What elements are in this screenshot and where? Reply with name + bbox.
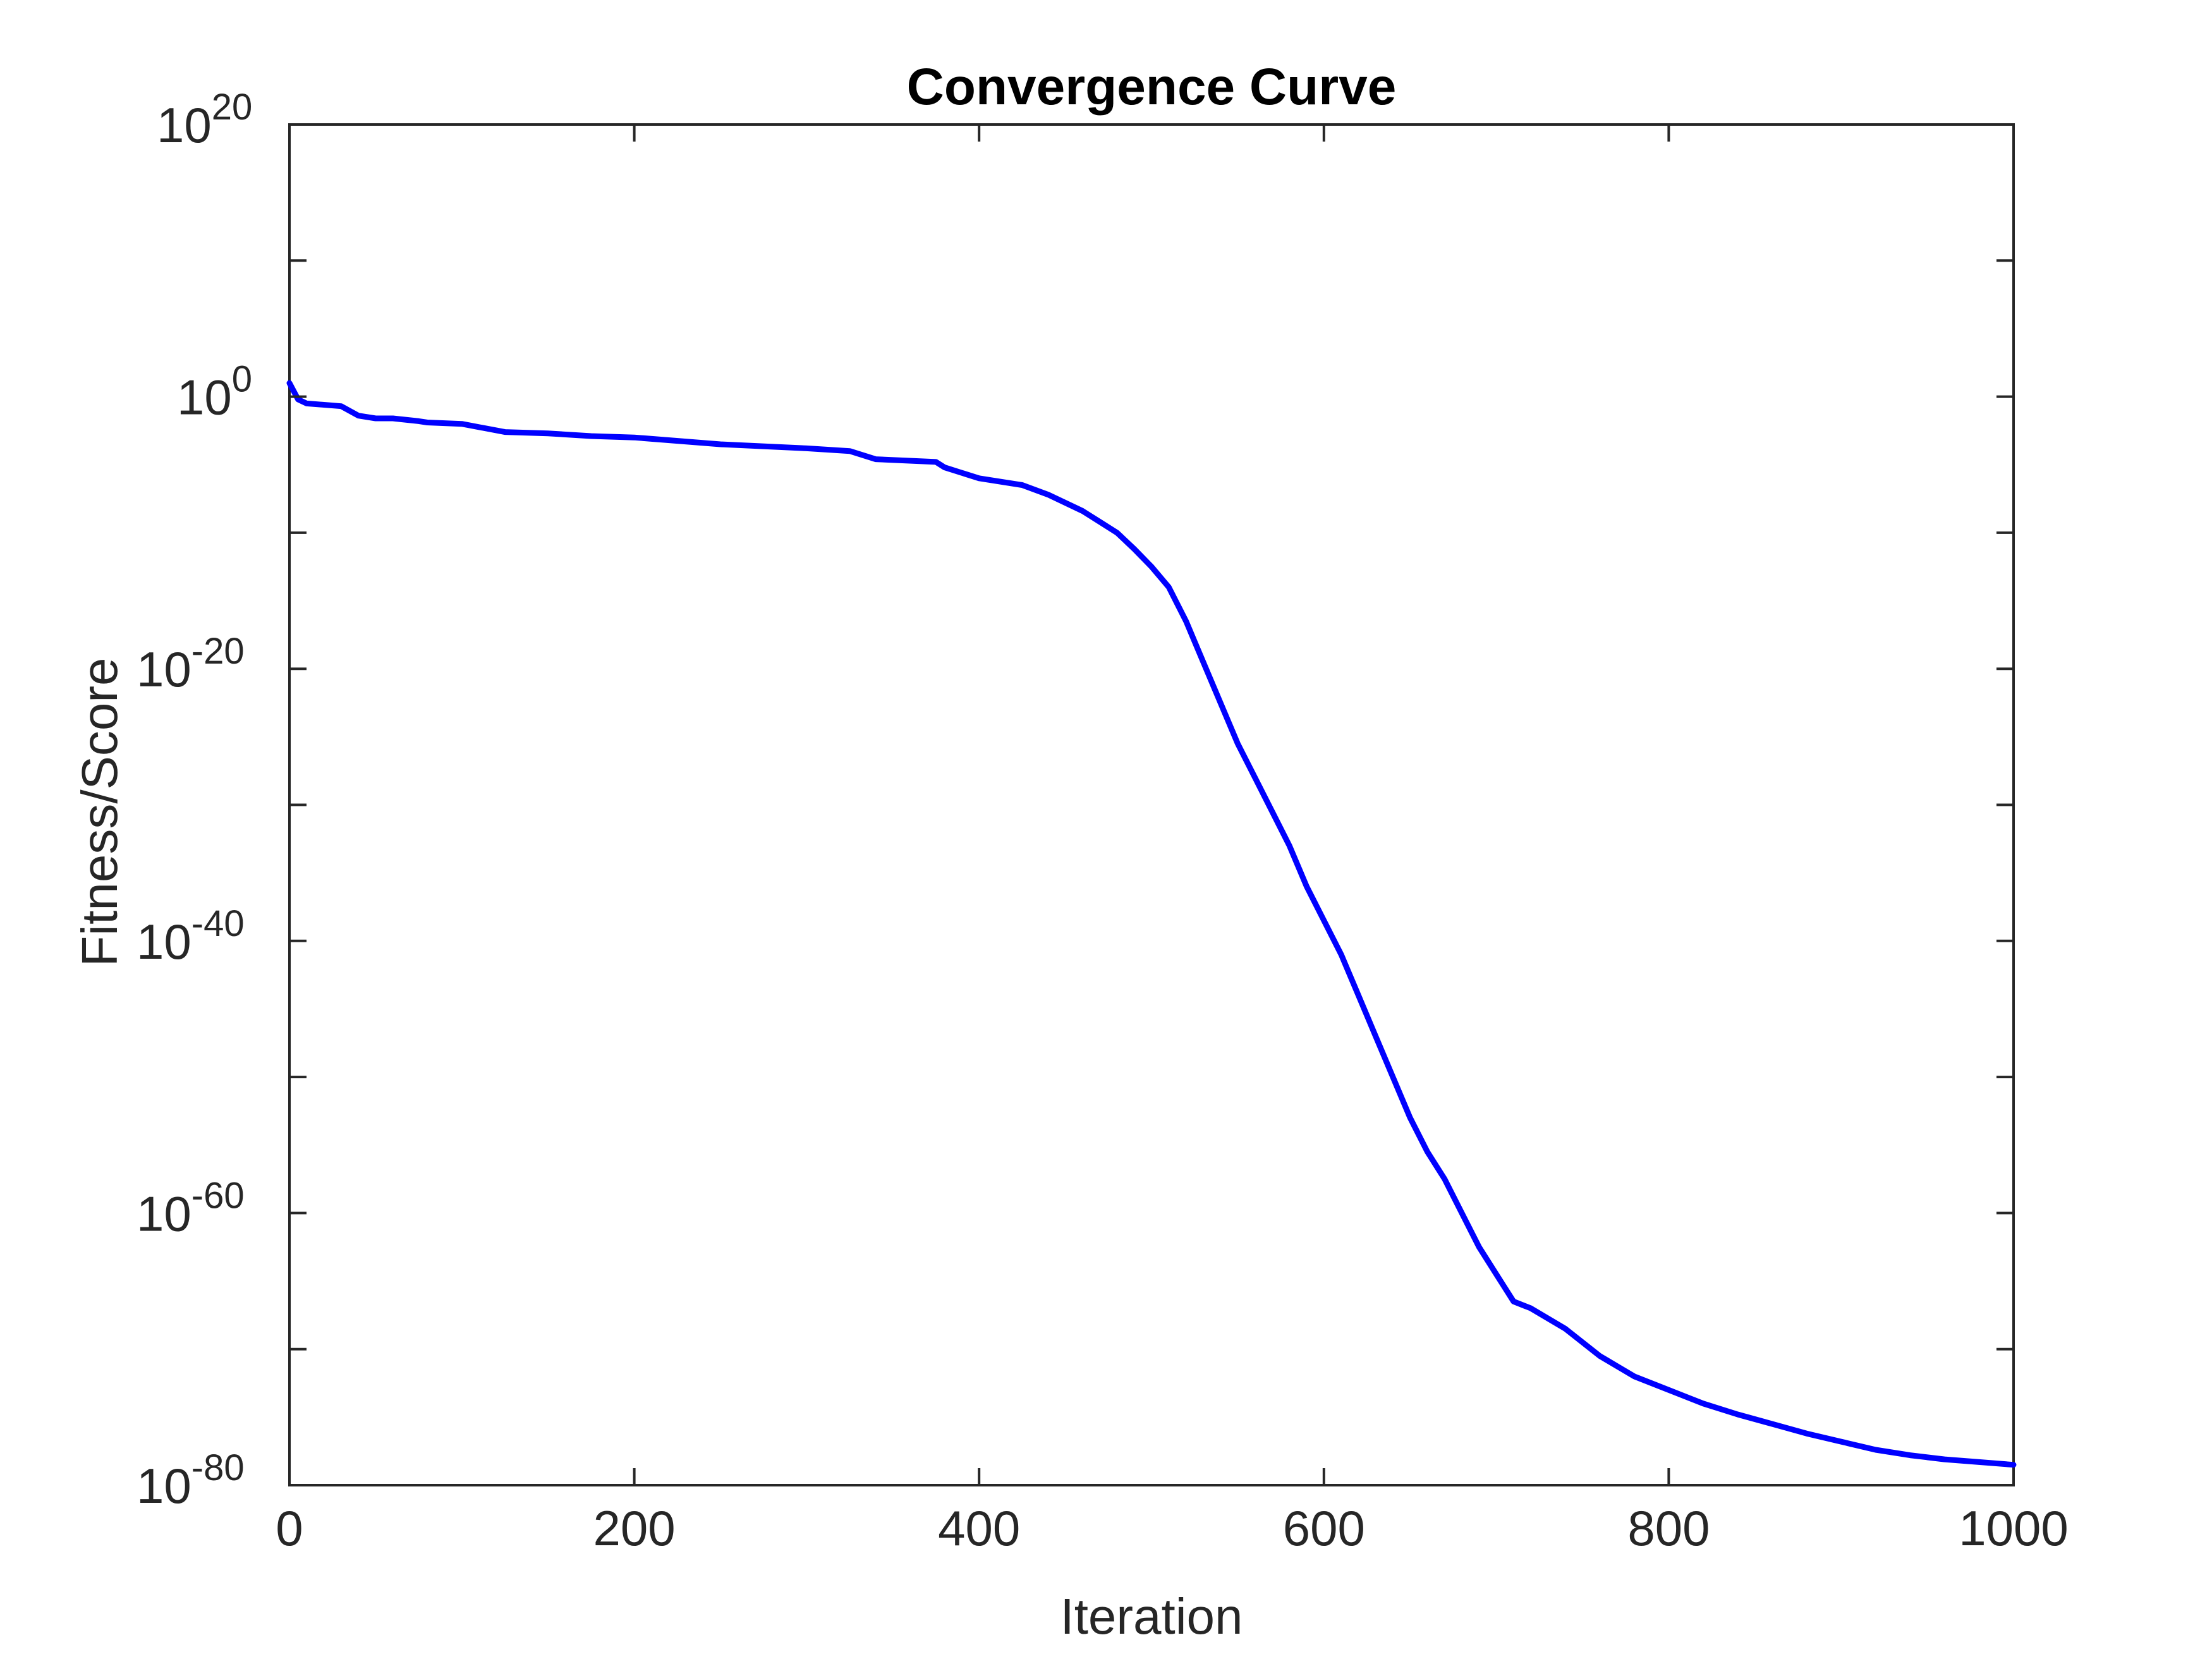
y-tick-label: 10-80 xyxy=(137,1447,245,1514)
y-tick-label: 10-60 xyxy=(137,1175,245,1241)
x-axis: 0 200 400 600 800 1000 xyxy=(276,125,2069,1556)
y-tick-label: 1020 xyxy=(157,87,252,153)
x-tick-label: 800 xyxy=(1627,1500,1710,1556)
chart-title: Convergence Curve xyxy=(907,58,1397,116)
x-tick-label: 600 xyxy=(1283,1500,1365,1556)
y-axis: 1020 100 10-20 10-40 10-60 10-80 xyxy=(137,87,2014,1514)
x-tick-label: 400 xyxy=(938,1500,1020,1556)
x-tick-label: 0 xyxy=(276,1500,303,1556)
x-tick-label: 200 xyxy=(593,1500,676,1556)
y-tick-label: 10-20 xyxy=(137,631,245,697)
x-axis-label: Iteration xyxy=(1060,1588,1243,1644)
y-axis-label: Fitness/Score xyxy=(71,657,128,966)
y-tick-label: 100 xyxy=(177,359,252,425)
x-tick-label: 1000 xyxy=(1959,1500,2069,1556)
series-line xyxy=(286,380,2017,1468)
y-tick-label: 10-40 xyxy=(137,903,245,969)
